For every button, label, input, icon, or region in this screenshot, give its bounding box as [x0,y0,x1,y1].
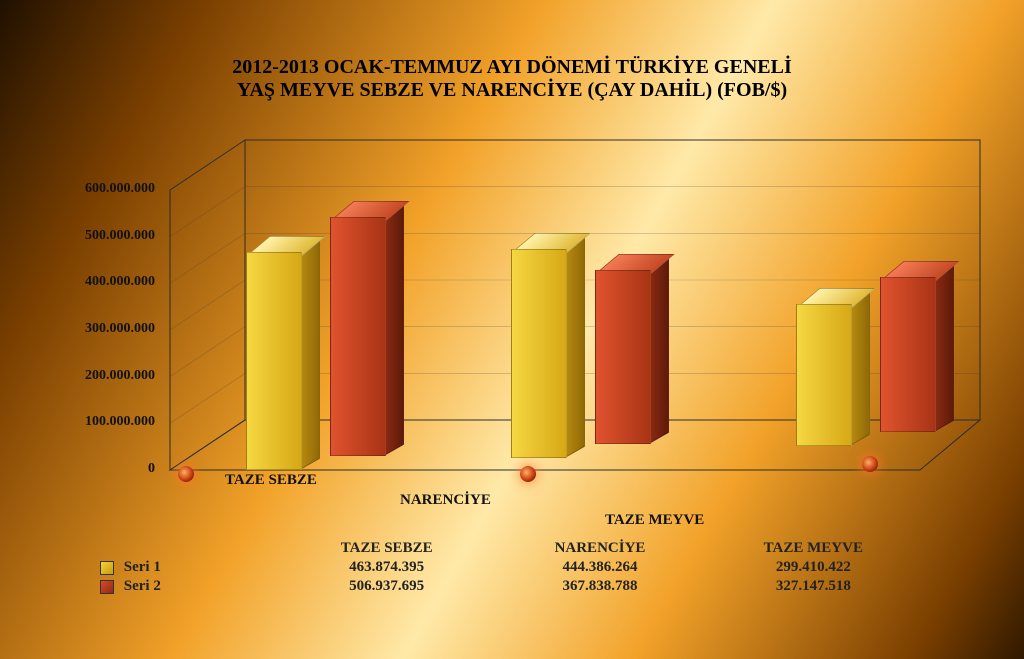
y-tick-label: 200.000.000 [45,368,155,384]
legend-cell: 463.874.395 [280,559,493,576]
y-tick-label: 300.000.000 [45,321,155,337]
legend-cell: 506.937.695 [280,578,493,595]
chart-title-line1: 2012-2013 OCAK-TEMMUZ AYI DÖNEMİ TÜRKİYE… [0,56,1024,79]
category-label: TAZE MEYVE [605,512,704,529]
legend-series-name: Seri 2 [124,578,161,594]
bar-series2 [330,219,384,456]
legend-cell: 327.147.518 [707,578,920,595]
chart-canvas: 2012-2013 OCAK-TEMMUZ AYI DÖNEMİ TÜRKİYE… [0,0,1024,659]
chart-plot-area: 0 100.000.000 200.000.000 300.000.000 400.00… [0,120,1024,510]
legend-col-header: TAZE SEBZE [280,540,493,557]
y-tick-label: 400.000.000 [45,274,155,290]
legend-swatch-series2 [100,580,114,594]
legend-col-header: TAZE MEYVE [707,540,920,557]
legend-cell: 444.386.264 [493,559,706,576]
legend-series-name: Seri 1 [124,559,161,575]
floor-glint [862,456,878,472]
legend-data-table: TAZE SEBZE NARENCİYE TAZE MEYVE Seri 1 4… [100,540,920,595]
bar-series1 [796,306,850,446]
y-tick-label: 0 [45,461,155,477]
bar-series2 [595,272,649,444]
legend-cell: 299.410.422 [707,559,920,576]
legend-col-header: NARENCİYE [493,540,706,557]
legend-table-row: Seri 2 506.937.695 367.838.788 327.147.5… [100,578,920,595]
floor-glint [178,466,194,482]
legend-table-row: Seri 1 463.874.395 444.386.264 299.410.4… [100,559,920,576]
legend-cell: 367.838.788 [493,578,706,595]
floor-glint [520,466,536,482]
category-label: TAZE SEBZE [225,472,317,489]
bar-series2 [880,279,934,432]
chart-title-line2: YAŞ MEYVE SEBZE VE NARENCİYE (ÇAY DAHİL)… [0,79,1024,102]
chart-title: 2012-2013 OCAK-TEMMUZ AYI DÖNEMİ TÜRKİYE… [0,56,1024,102]
y-tick-label: 500.000.000 [45,228,155,244]
bar-series1 [511,251,565,458]
y-tick-label: 100.000.000 [45,414,155,430]
bar-series1 [246,254,300,470]
legend-table-header: TAZE SEBZE NARENCİYE TAZE MEYVE [100,540,920,557]
y-tick-label: 600.000.000 [45,181,155,197]
category-label: NARENCİYE [400,492,491,509]
legend-swatch-series1 [100,561,114,575]
